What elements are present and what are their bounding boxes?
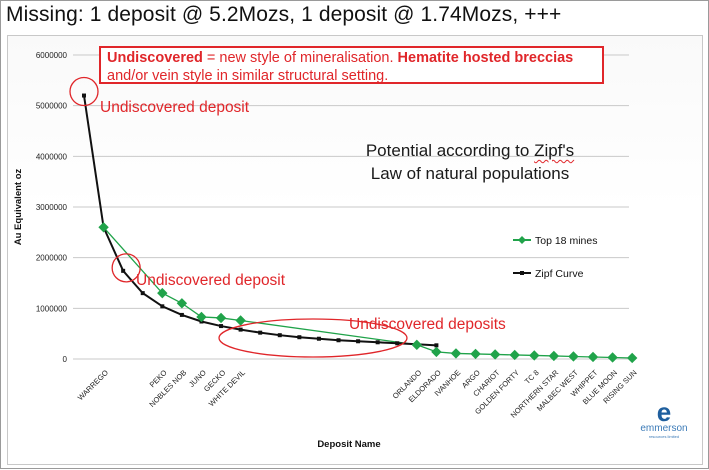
mine-point xyxy=(215,312,227,324)
zipf-point xyxy=(395,341,400,346)
mine-point xyxy=(568,351,579,362)
legend-label: Top 18 mines xyxy=(535,235,597,247)
y-axis-title: Au Equivalent oz xyxy=(13,168,24,245)
annotation-label: Undiscovered deposit xyxy=(136,272,286,289)
zipf-point xyxy=(238,327,243,332)
undiscovered-callout: Undiscovered = new style of mineralisati… xyxy=(99,46,604,84)
annotation-label: Undiscovered deposit xyxy=(100,99,250,116)
zipf-point xyxy=(219,324,224,329)
undiscovered-ellipse xyxy=(218,318,408,358)
y-tick-label: 5000000 xyxy=(36,102,68,111)
emmerson-logo: e emmerson resources limited xyxy=(629,397,699,439)
zipf-point xyxy=(356,339,361,344)
mine-point xyxy=(176,298,188,309)
x-axis-title: Deposit Name xyxy=(317,439,380,450)
mine-point xyxy=(626,352,638,364)
zipf-point xyxy=(179,312,184,317)
slide-title: Missing: 1 deposit @ 5.2Mozs, 1 deposit … xyxy=(6,3,562,26)
mine-point xyxy=(509,349,520,361)
zipf-note-line1: Potential according to xyxy=(365,141,535,160)
zipf-note: Potential according to Zipf's Law of nat… xyxy=(345,139,595,185)
mine-point xyxy=(431,346,442,358)
logo-name: emmerson xyxy=(640,423,688,434)
zipf-point xyxy=(82,93,86,98)
annotation-label: Undiscovered deposits xyxy=(349,316,506,333)
callout-bold-hematite: Hematite hosted breccias xyxy=(397,50,574,66)
zipf-point xyxy=(160,304,165,309)
zipf-point xyxy=(277,333,282,338)
mine-point xyxy=(450,348,462,359)
mine-point xyxy=(98,222,109,233)
zipf-note-word: Zipf's xyxy=(534,141,575,160)
legend-swatch-marker xyxy=(520,271,524,275)
mine-point xyxy=(470,348,481,360)
undiscovered-circle xyxy=(69,76,99,107)
mine-point xyxy=(411,339,423,351)
mine-point xyxy=(489,349,501,360)
mine-point xyxy=(548,350,560,362)
y-tick-label: 6000000 xyxy=(36,51,68,60)
zipf-point xyxy=(121,268,126,273)
mine-point xyxy=(587,351,599,363)
y-tick-label: 2000000 xyxy=(36,254,68,263)
zipf-note-line2: Law of natural populations xyxy=(370,164,570,183)
zipf-point xyxy=(375,340,380,345)
y-tick-label: 1000000 xyxy=(36,304,68,313)
legend-swatch-marker xyxy=(518,236,526,244)
logo-sub: resources limited xyxy=(648,434,680,439)
mine-point xyxy=(196,311,207,323)
zipf-point xyxy=(434,343,439,348)
legend-label: Zipf Curve xyxy=(535,268,584,280)
callout-text-b: and/or vein style in similar structural … xyxy=(107,68,389,84)
undiscovered-circle xyxy=(111,253,141,283)
y-tick-label: 3000000 xyxy=(36,203,68,212)
mine-point xyxy=(529,350,540,361)
callout-text-a: = new style of mineralisation. xyxy=(202,50,398,66)
zipf-point xyxy=(258,330,263,335)
zipf-point xyxy=(140,291,145,296)
x-tick-label: WARREGO xyxy=(76,368,110,402)
zipf-point xyxy=(336,338,341,343)
callout-bold-undiscovered: Undiscovered xyxy=(107,50,203,66)
mine-point xyxy=(235,315,246,326)
mine-point xyxy=(607,352,618,363)
mine-point xyxy=(157,287,168,299)
y-tick-label: 4000000 xyxy=(36,152,68,161)
y-tick-label: 0 xyxy=(63,355,68,364)
zipf-point xyxy=(297,335,302,340)
zipf-point xyxy=(316,336,321,341)
logo-e-icon: e xyxy=(656,397,672,427)
